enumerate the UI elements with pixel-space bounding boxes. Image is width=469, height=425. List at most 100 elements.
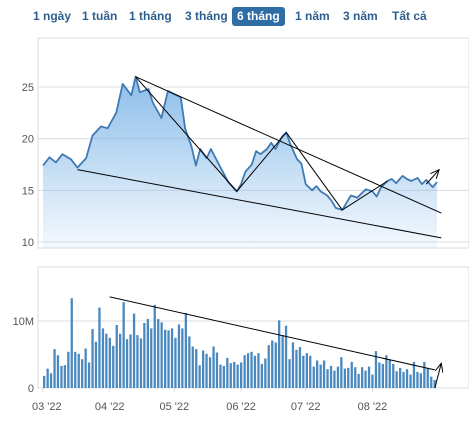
volume-bar — [343, 368, 346, 388]
tab-1-năm[interactable]: 1 năm — [295, 9, 330, 23]
volume-bar — [208, 357, 212, 388]
volume-bar — [43, 375, 46, 388]
volume-tick-label: 0 — [28, 383, 34, 395]
volume-bar — [295, 349, 298, 388]
tab-1-ngày[interactable]: 1 ngày — [33, 9, 72, 23]
volume-bar — [101, 328, 105, 388]
volume-bar — [191, 346, 194, 388]
volume-bar — [333, 370, 336, 388]
volume-bar — [170, 328, 174, 388]
price-trendline — [285, 132, 343, 211]
volume-bar — [181, 328, 184, 388]
volume-bar — [316, 360, 319, 388]
volume-bar — [371, 374, 374, 388]
volume-bar — [91, 329, 94, 388]
volume-bar — [381, 363, 384, 388]
volume-bar — [105, 333, 108, 388]
volume-bar — [98, 307, 101, 388]
volume-bar — [319, 364, 322, 388]
price-line — [42, 75, 438, 211]
volume-bar — [139, 338, 143, 388]
volume-bar — [246, 353, 250, 388]
volume-bar — [419, 373, 422, 388]
volume-bar — [378, 362, 381, 388]
volume-bar — [326, 369, 329, 388]
volume-bar — [195, 349, 198, 388]
volume-y-axis: 0 10M — [13, 316, 34, 395]
volume-bar — [46, 368, 49, 388]
price-tick-label: 15 — [22, 185, 34, 197]
volume-bar — [250, 351, 253, 388]
volume-trendline — [109, 296, 435, 371]
tab-1-tuần[interactable]: 1 tuần — [82, 9, 118, 23]
volume-bar — [198, 365, 201, 388]
date-tick-label: 03 '22 — [32, 401, 62, 413]
tab-3-tháng[interactable]: 3 tháng — [185, 9, 228, 23]
price-area — [42, 75, 438, 248]
volume-bar — [177, 324, 181, 388]
volume-bar — [340, 357, 343, 388]
volume-bar — [288, 359, 291, 388]
volume-bar — [184, 313, 187, 388]
volume-bar — [309, 355, 312, 388]
volume-bar — [347, 367, 350, 388]
volume-bar — [160, 322, 163, 388]
volume-bar — [399, 367, 402, 388]
volume-bar — [157, 319, 160, 388]
price-tick-label: 10 — [22, 237, 34, 249]
volume-bar — [167, 330, 170, 388]
volume-bar — [433, 380, 436, 388]
volume-bar — [67, 351, 70, 388]
volume-bar — [405, 369, 409, 388]
volume-bar — [226, 357, 229, 388]
volume-bar — [94, 341, 98, 388]
tab-tất-cả[interactable]: Tất cả — [392, 9, 427, 23]
volume-bar — [112, 345, 115, 388]
volume-bar — [278, 320, 281, 388]
volume-bar — [412, 361, 416, 388]
volume-bar — [260, 363, 263, 388]
volume-bar — [253, 355, 257, 388]
volume-bar — [312, 366, 315, 388]
tab-3-năm[interactable]: 3 năm — [343, 9, 378, 23]
price-trendline — [236, 132, 287, 192]
volume-bar — [267, 345, 270, 388]
volume-bar — [357, 373, 360, 388]
price-trendlines — [77, 76, 442, 239]
volume-bar — [274, 342, 277, 388]
volume-bar — [322, 360, 326, 388]
date-axis: 03 '22 04 '22 05 '22 06 '22 07 '22 08 '22 — [32, 388, 387, 413]
volume-bar — [350, 361, 353, 388]
volume-bar — [264, 358, 267, 388]
volume-bar — [74, 351, 77, 388]
tab-1-tháng[interactable]: 1 tháng — [129, 9, 172, 23]
volume-bar — [416, 371, 419, 388]
volume-bar — [60, 365, 63, 388]
price-area-fill — [43, 76, 437, 248]
price-y-axis: 10 15 20 25 — [22, 82, 34, 249]
tab-6-tháng[interactable]: 6 tháng — [232, 7, 285, 26]
volume-bar — [205, 353, 208, 388]
volume-bar — [271, 340, 274, 388]
volume-bar — [329, 365, 333, 388]
volume-bar — [430, 376, 433, 388]
volume-bar — [364, 370, 367, 388]
volume-bar — [423, 361, 426, 388]
volume-bar — [388, 359, 391, 388]
volume-bar — [164, 329, 167, 388]
volume-bar — [215, 352, 219, 388]
price-trendline — [135, 76, 442, 214]
volume-bar — [233, 361, 236, 388]
volume-bar — [336, 366, 340, 388]
volume-bar — [150, 328, 153, 388]
volume-bar — [374, 351, 378, 388]
volume-bar — [392, 363, 395, 388]
price-tick-label: 25 — [22, 82, 34, 94]
volume-bar — [188, 336, 191, 388]
volume-bar — [298, 347, 302, 388]
volume-bar — [395, 371, 398, 389]
volume-bar — [281, 335, 284, 388]
volume-bar — [70, 298, 73, 388]
price-trendline — [135, 76, 238, 192]
volume-trend-arrow — [434, 363, 441, 389]
